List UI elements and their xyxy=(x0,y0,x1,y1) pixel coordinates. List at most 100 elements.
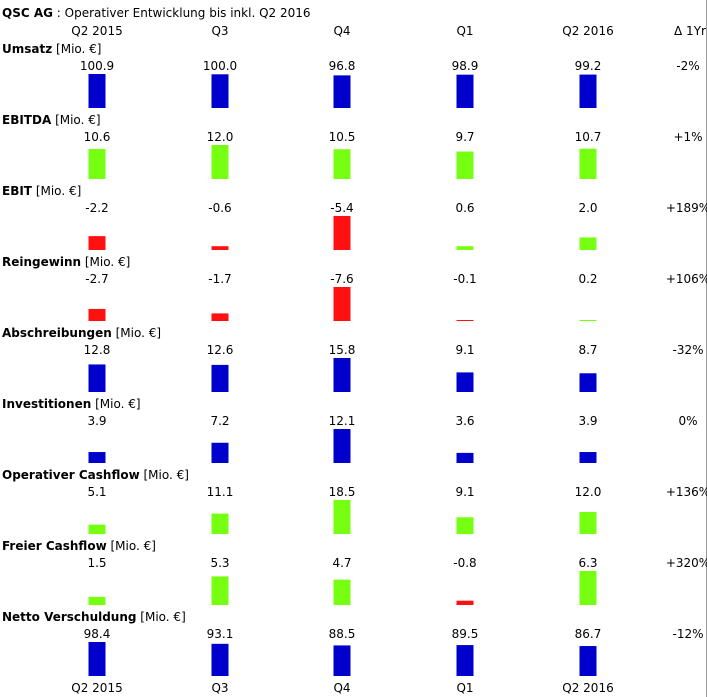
metric-name: Reingewinn xyxy=(2,255,81,269)
bar-reingewinn-q1 xyxy=(456,320,474,321)
bar-ebitda-q1 xyxy=(456,151,474,179)
col-header-top-q4: Q4 xyxy=(333,24,350,38)
delta-operativer-cashflow: +136% xyxy=(666,485,707,499)
bar-operativer-cashflow-q1 xyxy=(456,517,474,534)
bar-reingewinn-q2-2016 xyxy=(579,320,597,321)
value-label-umsatz-q4: 96.8 xyxy=(329,59,356,73)
bar-ebit-q3 xyxy=(211,246,229,250)
bar-investitionen-q1 xyxy=(456,452,474,463)
bar-abschreibungen-q3 xyxy=(211,364,229,392)
value-label-umsatz-q2-2016: 99.2 xyxy=(575,59,602,73)
delta-freier-cashflow: +320% xyxy=(666,556,707,570)
bar-freier-cashflow-q1 xyxy=(456,600,474,605)
value-label-netto-verschuldung-q1: 89.5 xyxy=(452,627,479,641)
value-label-investitionen-q2-2016: 3.9 xyxy=(578,414,597,428)
delta-umsatz: -2% xyxy=(676,59,699,73)
metric-label-investitionen: Investitionen [Mio. €] xyxy=(2,397,141,411)
bar-abschreibungen-q4 xyxy=(333,358,351,392)
value-label-netto-verschuldung-q3: 93.1 xyxy=(207,627,234,641)
bar-ebitda-q4 xyxy=(333,149,351,179)
bar-reingewinn-q2-2015 xyxy=(88,308,106,321)
col-header-bottom-q2-2016: Q2 2016 xyxy=(562,681,613,695)
value-label-investitionen-q4: 12.1 xyxy=(329,414,356,428)
metric-name: EBITDA xyxy=(2,113,52,127)
value-label-investitionen-q2-2015: 3.9 xyxy=(87,414,106,428)
value-label-ebitda-q4: 10.5 xyxy=(329,130,356,144)
metric-row-abschreibungen: Abschreibungen [Mio. €]12.8 12.6 15.8 9.1 8.… xyxy=(2,326,704,392)
bar-ebitda-q2-2015 xyxy=(88,148,106,179)
delta-investitionen: 0% xyxy=(678,414,697,428)
value-label-umsatz-q2-2015: 100.9 xyxy=(80,59,114,73)
column-headers-bottom: Q2 2015 Q3 Q4 Q1 Q2 2016 xyxy=(71,681,613,695)
chart-title: QSC AG : Operativer Entwicklung bis inkl… xyxy=(2,6,311,20)
metric-row-operativer-cashflow: Operativer Cashflow [Mio. €] 5.1 11.1 18.5 9… xyxy=(2,468,707,534)
value-label-reingewinn-q4: -7.6 xyxy=(330,272,353,286)
metric-unit: [Mio. €] xyxy=(32,184,81,198)
metric-row-netto-verschuldung: Netto Verschuldung [Mio. €] 98.4 93.1 88.5 8… xyxy=(2,610,704,676)
col-header-top-q3: Q3 xyxy=(211,24,228,38)
value-label-operativer-cashflow-q1: 9.1 xyxy=(455,485,474,499)
value-label-ebitda-q2-2015: 10.6 xyxy=(84,130,111,144)
metric-unit: [Mio. €] xyxy=(136,610,185,624)
bar-ebit-q1 xyxy=(456,246,474,250)
bar-ebit-q2-2016 xyxy=(579,237,597,250)
value-label-reingewinn-q3: -1.7 xyxy=(208,272,231,286)
bar-ebitda-q3 xyxy=(211,145,229,179)
value-label-reingewinn-q2-2015: -2.7 xyxy=(85,272,108,286)
metric-label-ebit: EBIT [Mio. €] xyxy=(2,184,81,198)
metric-unit: [Mio. €] xyxy=(51,113,100,127)
value-label-ebitda-q2-2016: 10.7 xyxy=(575,130,602,144)
value-label-operativer-cashflow-q2-2016: 12.0 xyxy=(575,485,602,499)
col-header-bottom-q1: Q1 xyxy=(456,681,473,695)
bar-investitionen-q2-2016 xyxy=(579,452,597,463)
value-label-ebit-q2-2015: -2.2 xyxy=(85,201,108,215)
bar-ebit-q4 xyxy=(333,216,351,250)
value-label-freier-cashflow-q1: -0.8 xyxy=(453,556,476,570)
bar-investitionen-q3 xyxy=(211,442,229,463)
metric-row-ebitda: EBITDA [Mio. €] 10.6 12.0 10.5 9.7 10.7 +1% xyxy=(2,113,703,179)
col-header-top-q2-2016: Q2 2016 xyxy=(562,24,613,38)
value-label-ebitda-q1: 9.7 xyxy=(455,130,474,144)
value-label-abschreibungen-q2-2015: 12.8 xyxy=(84,343,111,357)
bar-netto-verschuldung-q1 xyxy=(456,645,474,676)
value-label-netto-verschuldung-q4: 88.5 xyxy=(329,627,356,641)
value-label-operativer-cashflow-q3: 11.1 xyxy=(207,485,234,499)
metric-row-reingewinn: Reingewinn [Mio. €] -2.7 -1.7 -7.6 -0.1 0.2 +1… xyxy=(2,255,707,321)
value-label-freier-cashflow-q4: 4.7 xyxy=(332,556,351,570)
metric-name: Umsatz xyxy=(2,42,52,56)
bar-operativer-cashflow-q2-2015 xyxy=(88,524,106,534)
value-label-abschreibungen-q4: 15.8 xyxy=(329,343,356,357)
bar-ebitda-q2-2016 xyxy=(579,148,597,179)
delta-netto-verschuldung: -12% xyxy=(672,627,703,641)
bar-operativer-cashflow-q4 xyxy=(333,500,351,534)
metric-name: Freier Cashflow xyxy=(2,539,107,553)
value-label-abschreibungen-q3: 12.6 xyxy=(207,343,234,357)
bar-operativer-cashflow-q3 xyxy=(211,513,229,534)
metric-row-ebit: EBIT [Mio. €] -2.2 -0.6 -5.4 0.6 2.0 +189% xyxy=(2,184,707,250)
metric-name: Netto Verschuldung xyxy=(2,610,136,624)
bar-reingewinn-q3 xyxy=(211,313,229,321)
value-label-freier-cashflow-q3: 5.3 xyxy=(210,556,229,570)
value-label-abschreibungen-q1: 9.1 xyxy=(455,343,474,357)
value-label-reingewinn-q2-2016: 0.2 xyxy=(578,272,597,286)
bar-umsatz-q3 xyxy=(211,74,229,108)
delta-ebitda: +1% xyxy=(673,130,702,144)
value-label-freier-cashflow-q2-2015: 1.5 xyxy=(87,556,106,570)
col-header-bottom-q3: Q3 xyxy=(211,681,228,695)
col-header-top-q2-2015: Q2 2015 xyxy=(71,24,122,38)
chart-title-company: QSC AG xyxy=(2,6,53,20)
metric-rows: Umsatz [Mio. €] 100.9 100.0 96.8 98.9 99.2 -2%… xyxy=(2,42,707,676)
bar-umsatz-q2-2016 xyxy=(579,74,597,108)
bar-freier-cashflow-q2-2016 xyxy=(579,571,597,605)
metric-unit: [Mio. €] xyxy=(112,326,161,340)
bar-abschreibungen-q2-2015 xyxy=(88,364,106,392)
delta-reingewinn: +106% xyxy=(666,272,707,286)
metric-name: Abschreibungen xyxy=(2,326,112,340)
bar-investitionen-q4 xyxy=(333,429,351,463)
value-label-netto-verschuldung-q2-2016: 86.7 xyxy=(575,627,602,641)
metric-label-operativer-cashflow: Operativer Cashflow [Mio. €] xyxy=(2,468,189,482)
value-label-investitionen-q1: 3.6 xyxy=(455,414,474,428)
bar-netto-verschuldung-q2-2016 xyxy=(579,646,597,676)
bar-umsatz-q2-2015 xyxy=(88,74,106,108)
